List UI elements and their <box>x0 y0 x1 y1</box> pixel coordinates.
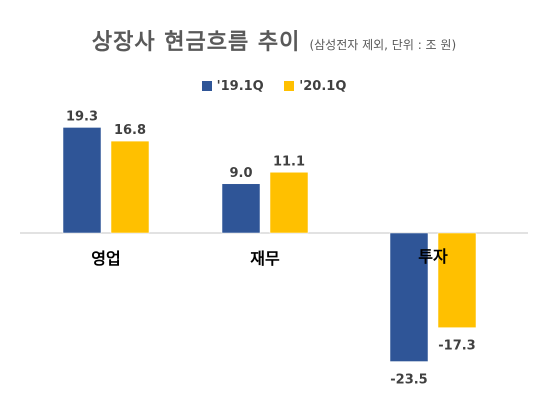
legend-swatch-2019 <box>201 80 212 91</box>
value-label-투자-2020: -17.3 <box>438 339 475 354</box>
bar-투자-2020 <box>437 232 477 328</box>
legend-item-2019: '19.1Q <box>201 79 264 94</box>
category-label-영업: 영업 <box>91 249 120 268</box>
value-label-투자-2019: -23.5 <box>390 373 427 388</box>
bar-영업-2020 <box>110 140 150 234</box>
category-label-재무: 재무 <box>250 249 280 268</box>
chart-title: 상장사 현금흐름 추이 <box>91 30 301 55</box>
legend-item-2020: '20.1Q <box>284 79 346 94</box>
bar-투자-2019 <box>389 232 429 362</box>
category-label-투자: 투자 <box>418 247 448 266</box>
bar-재무-2020 <box>269 172 309 234</box>
value-label-재무-2020: 11.1 <box>273 154 305 169</box>
value-label-영업-2019: 19.3 <box>66 109 98 124</box>
chart-title-block: 상장사 현금흐름 추이 (삼성전자 제외, 단위 : 조 원) <box>0 24 548 56</box>
chart-subtitle: (삼성전자 제외, 단위 : 조 원) <box>309 38 457 52</box>
chart-legend: '19.1Q '20.1Q <box>0 79 548 94</box>
legend-swatch-2020 <box>284 80 295 91</box>
bar-영업-2019 <box>62 127 102 234</box>
legend-label-2019: '19.1Q <box>216 79 264 94</box>
value-label-재무-2019: 9.0 <box>229 166 252 181</box>
legend-label-2020: '20.1Q <box>299 79 347 94</box>
bar-재무-2019 <box>221 183 261 234</box>
value-label-영업-2020: 16.8 <box>114 123 146 138</box>
